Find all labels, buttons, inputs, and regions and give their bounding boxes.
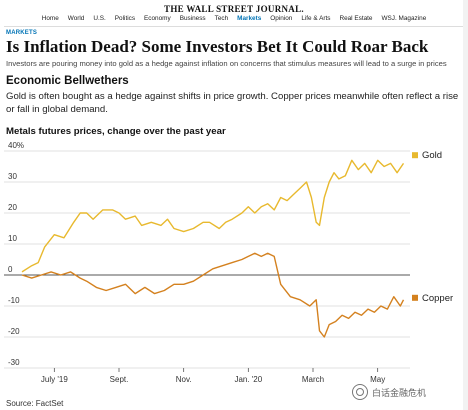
- nav-item-economy[interactable]: Economy: [144, 15, 171, 22]
- x-tick-label: Nov.: [176, 375, 192, 384]
- nav-item-home[interactable]: Home: [41, 15, 59, 22]
- legend-label-gold: Gold: [422, 150, 442, 161]
- graphic-title: Economic Bellwethers: [6, 75, 129, 87]
- y-tick-label: -30: [8, 358, 20, 367]
- nav-item-opinion[interactable]: Opinion: [270, 15, 293, 22]
- nav-item-politics[interactable]: Politics: [114, 15, 136, 22]
- nav-divider: [4, 26, 464, 27]
- headline: Is Inflation Dead? Some Investors Bet It…: [6, 37, 429, 56]
- chart-source: Source: FactSet: [6, 399, 64, 408]
- nav-item-wsj-magazine[interactable]: WSJ. Magazine: [381, 15, 427, 22]
- chart-subtitle: Metals futures prices, change over the p…: [6, 126, 226, 137]
- watermark: 白话金融危机: [352, 384, 426, 400]
- nav-item-tech[interactable]: Tech: [214, 15, 229, 22]
- y-tick-label: 20: [8, 203, 17, 212]
- nav-item-u-s[interactable]: U.S.: [93, 15, 106, 22]
- y-tick-label: 40%: [8, 141, 24, 150]
- graphic-description: Gold is often bought as a hedge against …: [6, 91, 459, 115]
- nav-item-world[interactable]: World: [67, 15, 85, 22]
- legend-label-copper: Copper: [422, 293, 453, 304]
- series-line-copper: [21, 252, 405, 338]
- x-tick-label: Sept.: [110, 375, 129, 384]
- section-tag[interactable]: MARKETS: [6, 30, 38, 36]
- y-tick-label: 0: [8, 265, 13, 274]
- top-nav: Home World U.S. Politics Economy Business Tech…: [0, 15, 468, 22]
- x-tick-label: March: [302, 375, 324, 384]
- nav-item-real-estate[interactable]: Real Estate: [339, 15, 373, 22]
- article-dek: Investors are pouring money into gold as…: [6, 59, 447, 68]
- nav-item-business[interactable]: Business: [179, 15, 206, 22]
- legend-swatch-copper: [412, 294, 418, 301]
- y-tick-label: -20: [8, 327, 20, 336]
- series-line-gold: [21, 159, 405, 273]
- nav-item-markets[interactable]: Markets: [237, 15, 262, 22]
- x-tick-label: July '19: [41, 375, 68, 384]
- wechat-badge-icon: [352, 384, 368, 400]
- x-tick-label: May: [370, 375, 385, 384]
- y-tick-label: 10: [8, 234, 17, 243]
- right-edge-frame: [463, 0, 468, 410]
- watermark-text: 白话金融危机: [372, 387, 427, 398]
- x-tick-label: Jan. '20: [234, 375, 262, 384]
- legend-swatch-gold: [412, 152, 418, 159]
- masthead-logo[interactable]: THE WALL STREET JOURNAL.: [164, 4, 304, 14]
- y-tick-label: -10: [8, 296, 20, 305]
- nav-item-life-arts[interactable]: Life & Arts: [301, 15, 331, 22]
- y-tick-label: 30: [8, 172, 17, 181]
